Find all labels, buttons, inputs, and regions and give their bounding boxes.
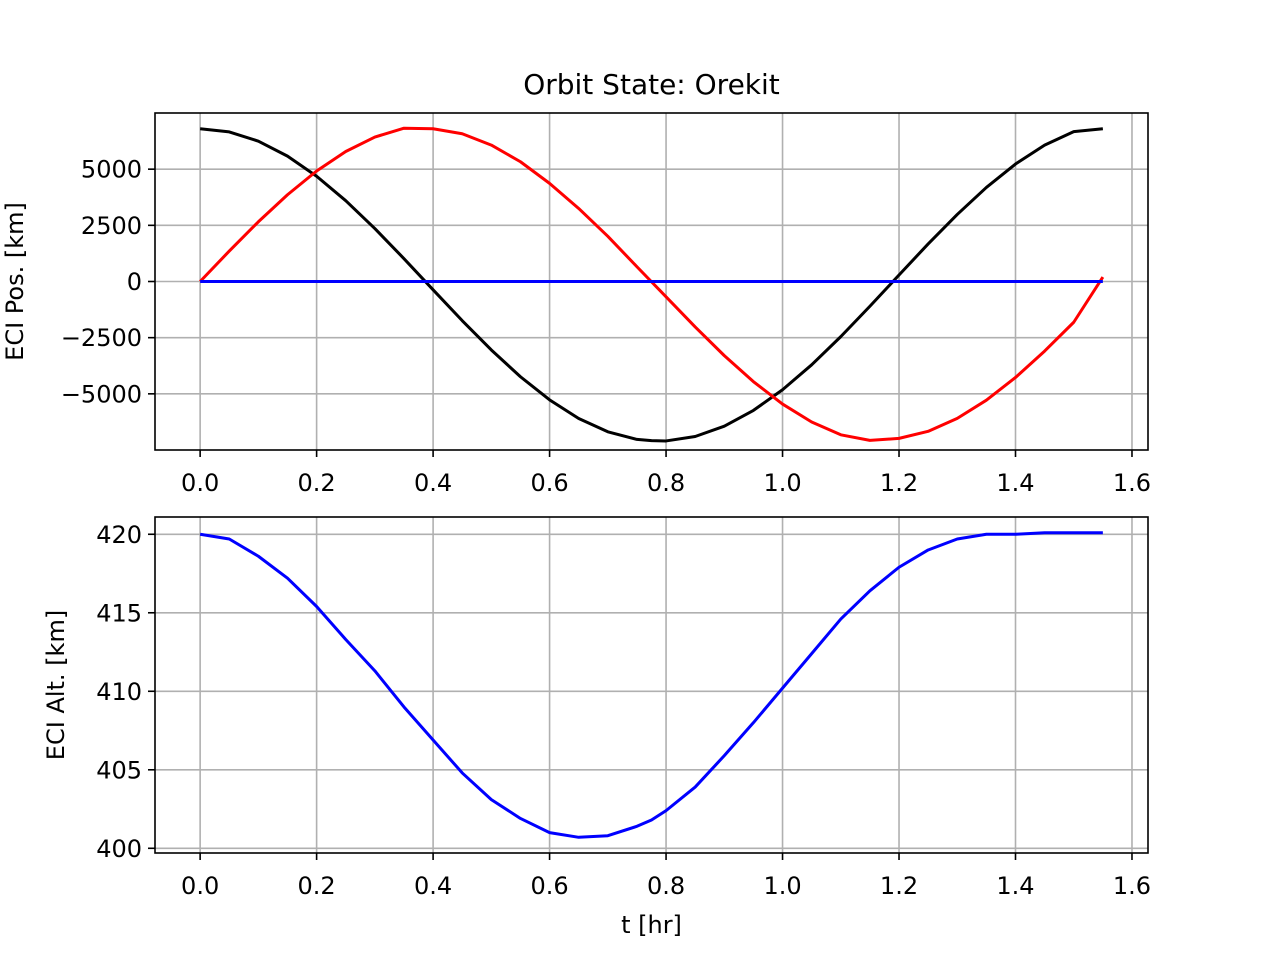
position-x-tick-label-6: 1.2 bbox=[880, 469, 918, 497]
position-x-tick-label-3: 0.6 bbox=[530, 469, 568, 497]
position-y-tick-label-4: 5000 bbox=[81, 156, 142, 184]
altitude-y-tick-label-4: 420 bbox=[96, 521, 142, 549]
position-x-tick-label-5: 1.0 bbox=[763, 469, 801, 497]
altitude-y-tick-label-3: 415 bbox=[96, 599, 142, 627]
altitude-subplot: 0.0 0.2 0.4 0.6 0.8 1.0 1.2 1.4 1.6 400 405 410 415 4… bbox=[42, 516, 1151, 939]
altitude-x-tick-label-6: 1.2 bbox=[880, 872, 918, 900]
position-y-tick-label-0: −5000 bbox=[61, 380, 142, 408]
position-x-tick-label-4: 0.8 bbox=[647, 469, 685, 497]
position-y-tick-label-3: 2500 bbox=[81, 212, 142, 240]
position-y-tick-label-2: 0 bbox=[127, 268, 142, 296]
altitude-axes-frame bbox=[154, 516, 1149, 854]
altitude-x-tick-label-4: 0.8 bbox=[647, 872, 685, 900]
altitude-y-axis-label: ECI Alt. [km] bbox=[42, 610, 70, 760]
altitude-x-tick-label-2: 0.4 bbox=[414, 872, 452, 900]
altitude-x-tick-label-8: 1.6 bbox=[1113, 872, 1151, 900]
position-x-tick-label-1: 0.2 bbox=[298, 469, 336, 497]
altitude-y-tick-label-2: 410 bbox=[96, 678, 142, 706]
altitude-y-tick-label-1: 405 bbox=[96, 756, 142, 784]
altitude-x-tick-label-0: 0.0 bbox=[181, 872, 219, 900]
position-x-tick-label-8: 1.6 bbox=[1113, 469, 1151, 497]
altitude-x-tick-label-5: 1.0 bbox=[763, 872, 801, 900]
position-y-tick-label-1: −2500 bbox=[61, 324, 142, 352]
altitude-series-line-0 bbox=[199, 531, 1103, 839]
position-series-line-0 bbox=[199, 127, 1104, 443]
altitude-x-axis-label: t [hr] bbox=[621, 911, 682, 939]
position-x-tick-label-2: 0.4 bbox=[414, 469, 452, 497]
position-y-axis-label: ECI Pos. [km] bbox=[1, 202, 29, 361]
altitude-x-tick-label-7: 1.4 bbox=[996, 872, 1034, 900]
position-subplot: 0.0 0.2 0.4 0.6 0.8 1.0 1.2 1.4 1.6 −5000 −2500 0 25… bbox=[1, 68, 1151, 497]
altitude-y-tick-label-0: 400 bbox=[96, 835, 142, 863]
position-x-tick-label-0: 0.0 bbox=[181, 469, 219, 497]
position-x-tick-label-7: 1.4 bbox=[996, 469, 1034, 497]
altitude-x-tick-label-3: 0.6 bbox=[530, 872, 568, 900]
chart-title: Orbit State: Orekit bbox=[523, 68, 780, 101]
altitude-x-tick-label-1: 0.2 bbox=[298, 872, 336, 900]
